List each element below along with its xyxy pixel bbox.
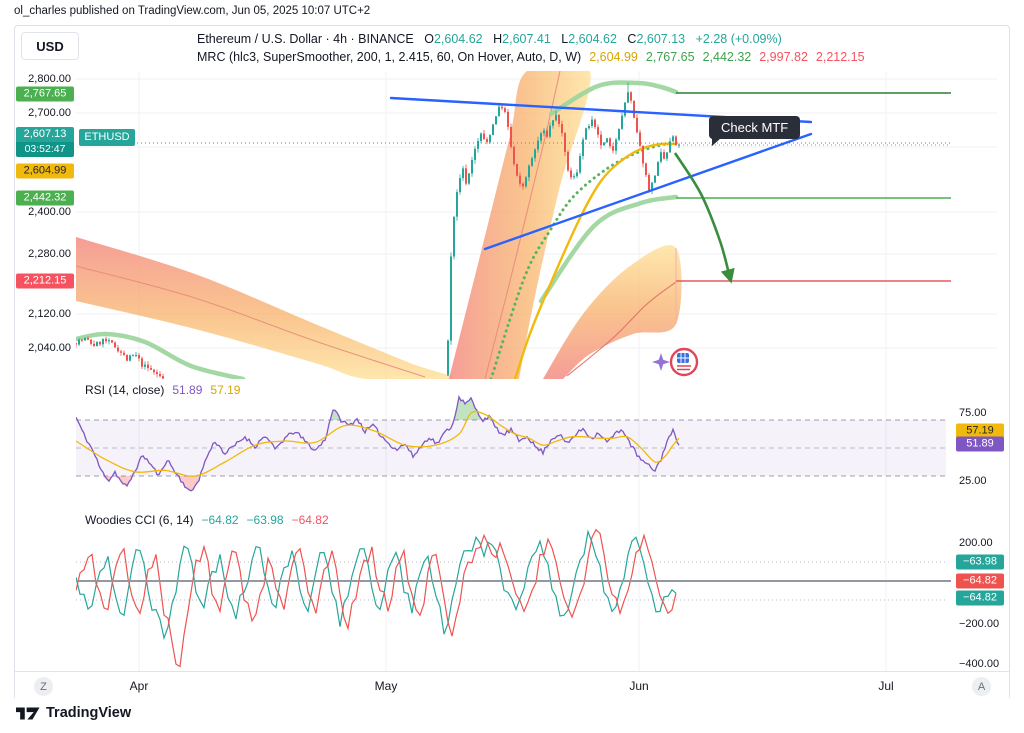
indicator-value: 2,767.65 [645,50,695,64]
time-axis[interactable]: Z A Apr May Jun Jul [15,671,1009,701]
price-axis-badge: 2,442.32 [16,190,74,206]
price-axis-badge: 2,604.99 [16,163,74,179]
cci-axis-badge: −63.98 [956,554,1004,570]
time-axis-label: Apr [129,679,149,693]
open-value: 2,604.62 [433,32,483,46]
current-price-badge: 2,607.13 03:52:47 [16,127,74,157]
tradingview-logo[interactable]: TradingView [16,705,131,721]
indicator-value: 2,212.15 [815,50,865,64]
indicator-value: −64.82 [291,513,329,527]
indicator-value: 57.19 [210,383,241,397]
cci-legend[interactable]: Woodies CCI (6, 14) −64.82 −63.98 −64.82 [85,513,329,527]
sparkle-icon [652,353,670,371]
indicator-value: 51.89 [172,383,203,397]
high-label: H [493,32,503,46]
rsi-axis-label: 25.00 [959,475,987,487]
cci-axis-label: −400.00 [959,658,1000,670]
indicator-value: −63.98 [246,513,284,527]
symbol-label-badge: ETHUSD [79,129,135,146]
price-axis-label: 2,700.00 [28,107,71,119]
bar-countdown: 03:52:47 [16,142,74,157]
check-mtf-label[interactable]: Check MTF [709,116,801,146]
low-label: L [561,32,569,46]
chart-container[interactable]: USD Ethereum / U.S. Dollar · 4h · BINANC… [14,25,1010,701]
price-axis-label: 2,280.00 [28,248,71,260]
publisher-watermark-icon [651,343,705,386]
mrc-name: MRC (hlc3, SuperSmoother, 200, 1, 2.415,… [197,50,582,64]
close-label: C [627,32,637,46]
time-axis-label: May [374,679,398,693]
rsi-axis-badge: 51.89 [956,436,1004,452]
cci-axis-badge: −64.82 [956,590,1004,606]
low-value: 2,604.62 [568,32,617,46]
symbol-title: Ethereum / U.S. Dollar · 4h · BINANCE [197,32,414,46]
symbol-legend[interactable]: Ethereum / U.S. Dollar · 4h · BINANCE O2… [197,32,782,46]
indicator-value: −64.82 [201,513,239,527]
publish-info: ol_charles published on TradingView.com,… [14,5,371,17]
indicator-value: 2,604.99 [589,50,638,64]
price-axis-label: 2,400.00 [28,206,71,218]
cci-axis-label: 200.00 [959,537,993,549]
tradingview-logo-text: TradingView [46,705,132,721]
cci-name: Woodies CCI (6, 14) [85,513,194,527]
change-value: +2.28 (+0.09%) [695,32,782,46]
rsi-pane[interactable] [76,394,946,492]
high-value: 2,607.41 [502,32,551,46]
indicator-value: 2,442.32 [702,50,752,64]
mrc-legend[interactable]: MRC (hlc3, SuperSmoother, 200, 1, 2.415,… [197,50,865,64]
price-axis-badge: 2,212.15 [16,273,74,289]
price-axis-label: 2,120.00 [28,308,71,320]
current-price-value: 2,607.13 [16,127,74,142]
price-axis-badge: 2,767.65 [16,86,74,102]
main-price-pane[interactable] [75,60,951,381]
rsi-legend[interactable]: RSI (14, close) 51.89 57.19 [85,383,240,397]
cci-axis-badge: −64.82 [956,573,1004,589]
open-label: O [424,32,434,46]
price-axis-label: 2,040.00 [28,342,71,354]
time-axis-label: Jun [629,679,649,693]
price-axis-label: 2,800.00 [28,73,71,85]
timezone-button[interactable]: Z [34,677,53,696]
rsi-name: RSI (14, close) [85,383,165,397]
rsi-axis-label: 75.00 [959,407,987,419]
time-axis-label: Jul [878,679,894,693]
indicator-value: 2,997.82 [759,50,808,64]
tradingview-logo-icon [16,707,40,720]
chart-canvas[interactable] [15,26,1009,699]
close-value: 2,607.13 [636,32,686,46]
currency-button[interactable]: USD [21,32,79,60]
cci-pane[interactable] [76,528,951,668]
rsi-axis-badge: 57.19 [956,423,1004,439]
cci-axis-label: −200.00 [959,618,1000,630]
auto-scale-button[interactable]: A [972,677,991,696]
